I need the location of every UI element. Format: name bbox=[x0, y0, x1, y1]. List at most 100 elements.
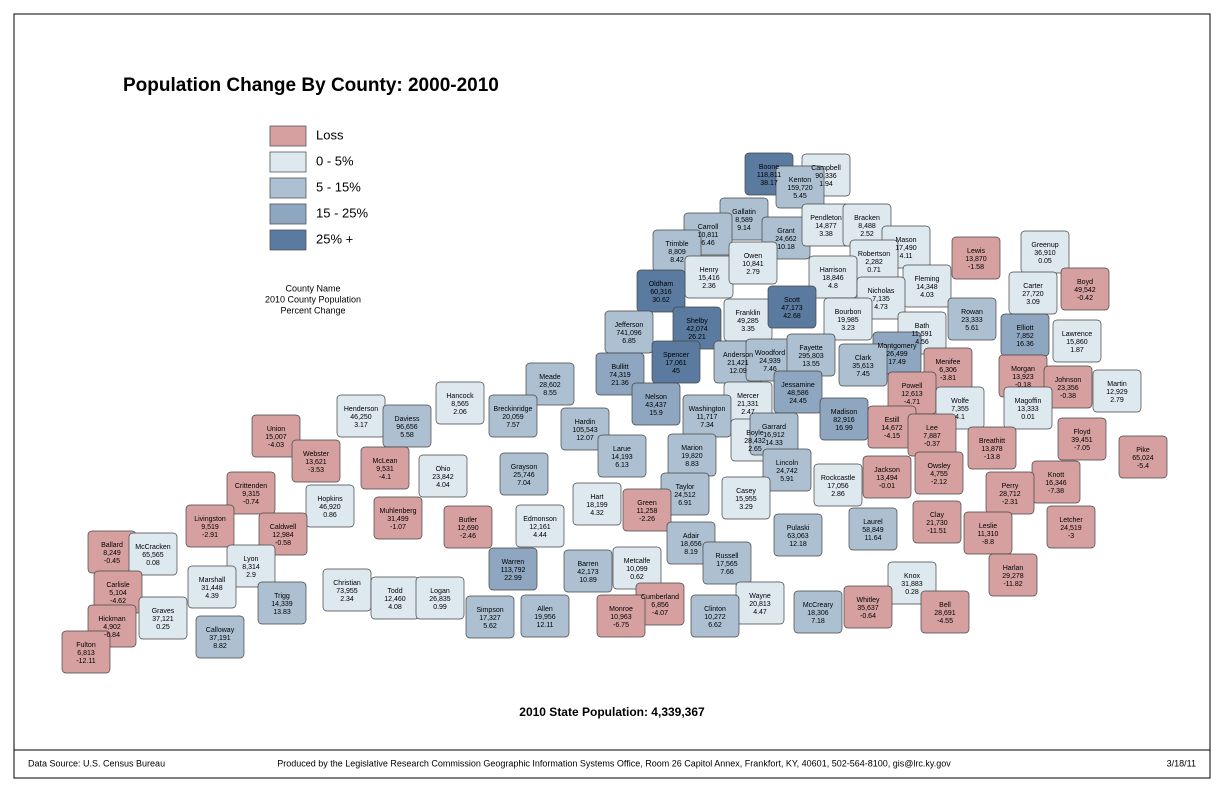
county-name: Campbell bbox=[811, 165, 841, 172]
county-name: Logan bbox=[430, 588, 450, 595]
county-name: Livingston bbox=[194, 516, 226, 523]
county-area bbox=[813, 463, 863, 507]
county-change: 5.91 bbox=[780, 476, 794, 483]
county-area bbox=[138, 596, 188, 640]
county-name: Ballard bbox=[101, 542, 123, 549]
county-population: 14,672 bbox=[881, 425, 903, 432]
county-change: -3 bbox=[1068, 533, 1074, 540]
county-change: 21.36 bbox=[611, 380, 629, 387]
county-change: 12.07 bbox=[576, 435, 594, 442]
producer: Produced by the Legislative Research Com… bbox=[277, 758, 951, 768]
county-name: Nelson bbox=[645, 394, 667, 401]
county-area bbox=[1046, 505, 1096, 549]
county-population: 12,929 bbox=[1106, 389, 1128, 396]
county-name: Washington bbox=[689, 406, 726, 413]
county-change: 26.21 bbox=[688, 334, 706, 341]
county-population: 17,056 bbox=[827, 483, 849, 490]
county-population: 82,916 bbox=[833, 417, 855, 424]
county-name: Monroe bbox=[609, 606, 633, 613]
county-area bbox=[595, 352, 645, 396]
county-name: Grayson bbox=[511, 464, 538, 471]
county-name: Jackson bbox=[874, 467, 900, 474]
county-area bbox=[1092, 369, 1142, 413]
county-name: Powell bbox=[902, 383, 923, 390]
county-name: Fleming bbox=[915, 276, 940, 283]
county-change: -4.71 bbox=[904, 399, 920, 406]
county-change: 4.11 bbox=[899, 253, 912, 260]
county-population: 31,499 bbox=[387, 516, 409, 523]
county-population: 39,451 bbox=[1071, 437, 1093, 444]
county-name: Pulaski bbox=[787, 525, 810, 532]
county-population: 11,717 bbox=[697, 414, 718, 421]
county-population: 46,920 bbox=[319, 504, 341, 511]
county-change: 4.1 bbox=[955, 414, 965, 421]
county-change: 8.82 bbox=[213, 643, 227, 650]
county-population: 21,421 bbox=[727, 360, 749, 367]
county-name: Casey bbox=[736, 488, 756, 495]
county-area bbox=[636, 269, 686, 313]
county-population: 7,852 bbox=[1016, 333, 1034, 340]
county-name: Owsley bbox=[928, 463, 951, 470]
county-area bbox=[258, 512, 308, 556]
county-change: 2.86 bbox=[831, 491, 845, 498]
key-population: 2010 County Population bbox=[265, 294, 361, 304]
county-name: Clinton bbox=[704, 606, 726, 613]
county-population: 65,024 bbox=[1132, 455, 1154, 462]
county-population: 24,512 bbox=[674, 492, 696, 499]
county-change: -6.84 bbox=[104, 632, 120, 639]
county-change: 0.86 bbox=[323, 512, 337, 519]
county-name: Hickman bbox=[98, 616, 125, 623]
county-area bbox=[382, 404, 432, 448]
county-population: 18,306 bbox=[807, 610, 829, 617]
county-change: 6.46 bbox=[701, 240, 715, 247]
legend-swatch bbox=[269, 177, 307, 199]
county-change: -0.42 bbox=[1077, 295, 1093, 302]
county-change: 6.13 bbox=[615, 462, 629, 469]
county-area bbox=[1052, 319, 1102, 363]
county-change: 10.89 bbox=[579, 577, 597, 584]
county-change: 6.85 bbox=[622, 338, 636, 345]
county-change: -0.74 bbox=[243, 499, 259, 506]
frame bbox=[13, 13, 1211, 779]
county-name: Warren bbox=[502, 559, 525, 566]
county-population: 18,846 bbox=[822, 275, 844, 282]
county-name: Magoffin bbox=[1015, 398, 1042, 405]
legend: Loss 0 - 5% 5 - 15% 15 - 25% 25% + bbox=[269, 125, 368, 251]
county-population: 9,531 bbox=[376, 466, 394, 473]
county-population: 28,602 bbox=[539, 382, 561, 389]
county-name: Perry bbox=[1002, 483, 1019, 490]
county-area bbox=[823, 297, 873, 341]
county-area bbox=[631, 382, 681, 426]
county-name: Pike bbox=[1136, 447, 1150, 454]
county-name: Wayne bbox=[749, 593, 771, 600]
county-area bbox=[762, 448, 812, 492]
county-area bbox=[967, 426, 1017, 470]
county-population: 24,662 bbox=[775, 236, 797, 243]
county-change: 14.33 bbox=[765, 440, 783, 447]
county-change: 3.35 bbox=[741, 326, 755, 333]
county-name: Shelby bbox=[686, 318, 708, 325]
county-change: 38.17 bbox=[760, 180, 778, 187]
county-population: 26,499 bbox=[886, 351, 908, 358]
county-change: 4.56 bbox=[915, 339, 929, 346]
key-change: Percent Change bbox=[280, 305, 345, 315]
county-area bbox=[195, 615, 245, 659]
county-name: Cumberland bbox=[641, 594, 679, 601]
county-area bbox=[843, 585, 893, 629]
county-population: 10,811 bbox=[698, 232, 719, 239]
county-name: McCracken bbox=[135, 544, 171, 551]
key-name: County Name bbox=[285, 283, 340, 293]
county-name: Franklin bbox=[736, 310, 761, 317]
county-area bbox=[415, 576, 465, 620]
county-population: 19,985 bbox=[837, 317, 859, 324]
county-area bbox=[61, 630, 111, 674]
county-change: -3.81 bbox=[940, 375, 956, 382]
county-change: 13.83 bbox=[273, 609, 291, 616]
county-name: Daviess bbox=[395, 416, 420, 423]
county-population: 24,742 bbox=[776, 468, 798, 475]
county-name: McLean bbox=[373, 458, 398, 465]
county-area bbox=[838, 343, 888, 387]
county-population: 58,849 bbox=[862, 527, 884, 534]
county-population: 9,315 bbox=[242, 491, 260, 498]
county-population: 15,860 bbox=[1066, 339, 1088, 346]
